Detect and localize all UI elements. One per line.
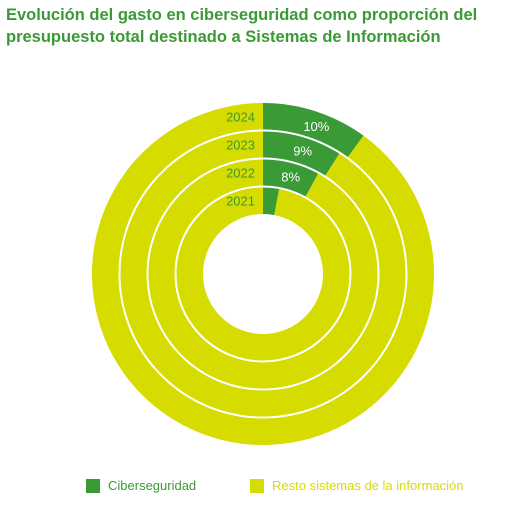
data-label-ciberseguridad-2024: 10% xyxy=(303,119,329,134)
ring-separator xyxy=(174,185,352,363)
ring-label-2022: 2022 xyxy=(226,166,255,181)
slice-ciberseguridad-2023 xyxy=(263,131,340,177)
chart-legend: Ciberseguridad Resto sistemas de la info… xyxy=(0,478,526,498)
ring-label-2024: 2024 xyxy=(226,110,255,125)
data-label-ciberseguridad-2023: 9% xyxy=(293,144,312,159)
chart-title: Evolución del gasto en ciberseguridad co… xyxy=(6,4,518,48)
slice-resto-2021 xyxy=(175,187,350,361)
slice-ciberseguridad-2022 xyxy=(263,159,319,197)
legend-label-ciberseguridad: Ciberseguridad xyxy=(108,478,197,493)
slice-ciberseguridad-2024 xyxy=(263,103,364,158)
ring-label-2023: 2023 xyxy=(226,138,255,153)
chart-title-line-1: Evolución del gasto en ciberseguridad co… xyxy=(6,6,478,24)
legend-item-resto: Resto sistemas de la información xyxy=(250,478,463,494)
slice-ciberseguridad-2021 xyxy=(263,187,280,216)
chart-title-line-2: presupuesto total destinado a Sistemas d… xyxy=(6,28,441,46)
legend-item-ciberseguridad: Ciberseguridad xyxy=(86,478,196,494)
ring-label-2021: 2021 xyxy=(226,194,255,209)
legend-label-resto: Resto sistemas de la información xyxy=(272,478,464,493)
ring-separator xyxy=(118,129,408,419)
legend-swatch-resto xyxy=(250,479,264,493)
legend-swatch-ciberseguridad xyxy=(86,479,100,493)
data-label-ciberseguridad-2022: 8% xyxy=(281,169,300,184)
ring-separator xyxy=(146,157,380,391)
